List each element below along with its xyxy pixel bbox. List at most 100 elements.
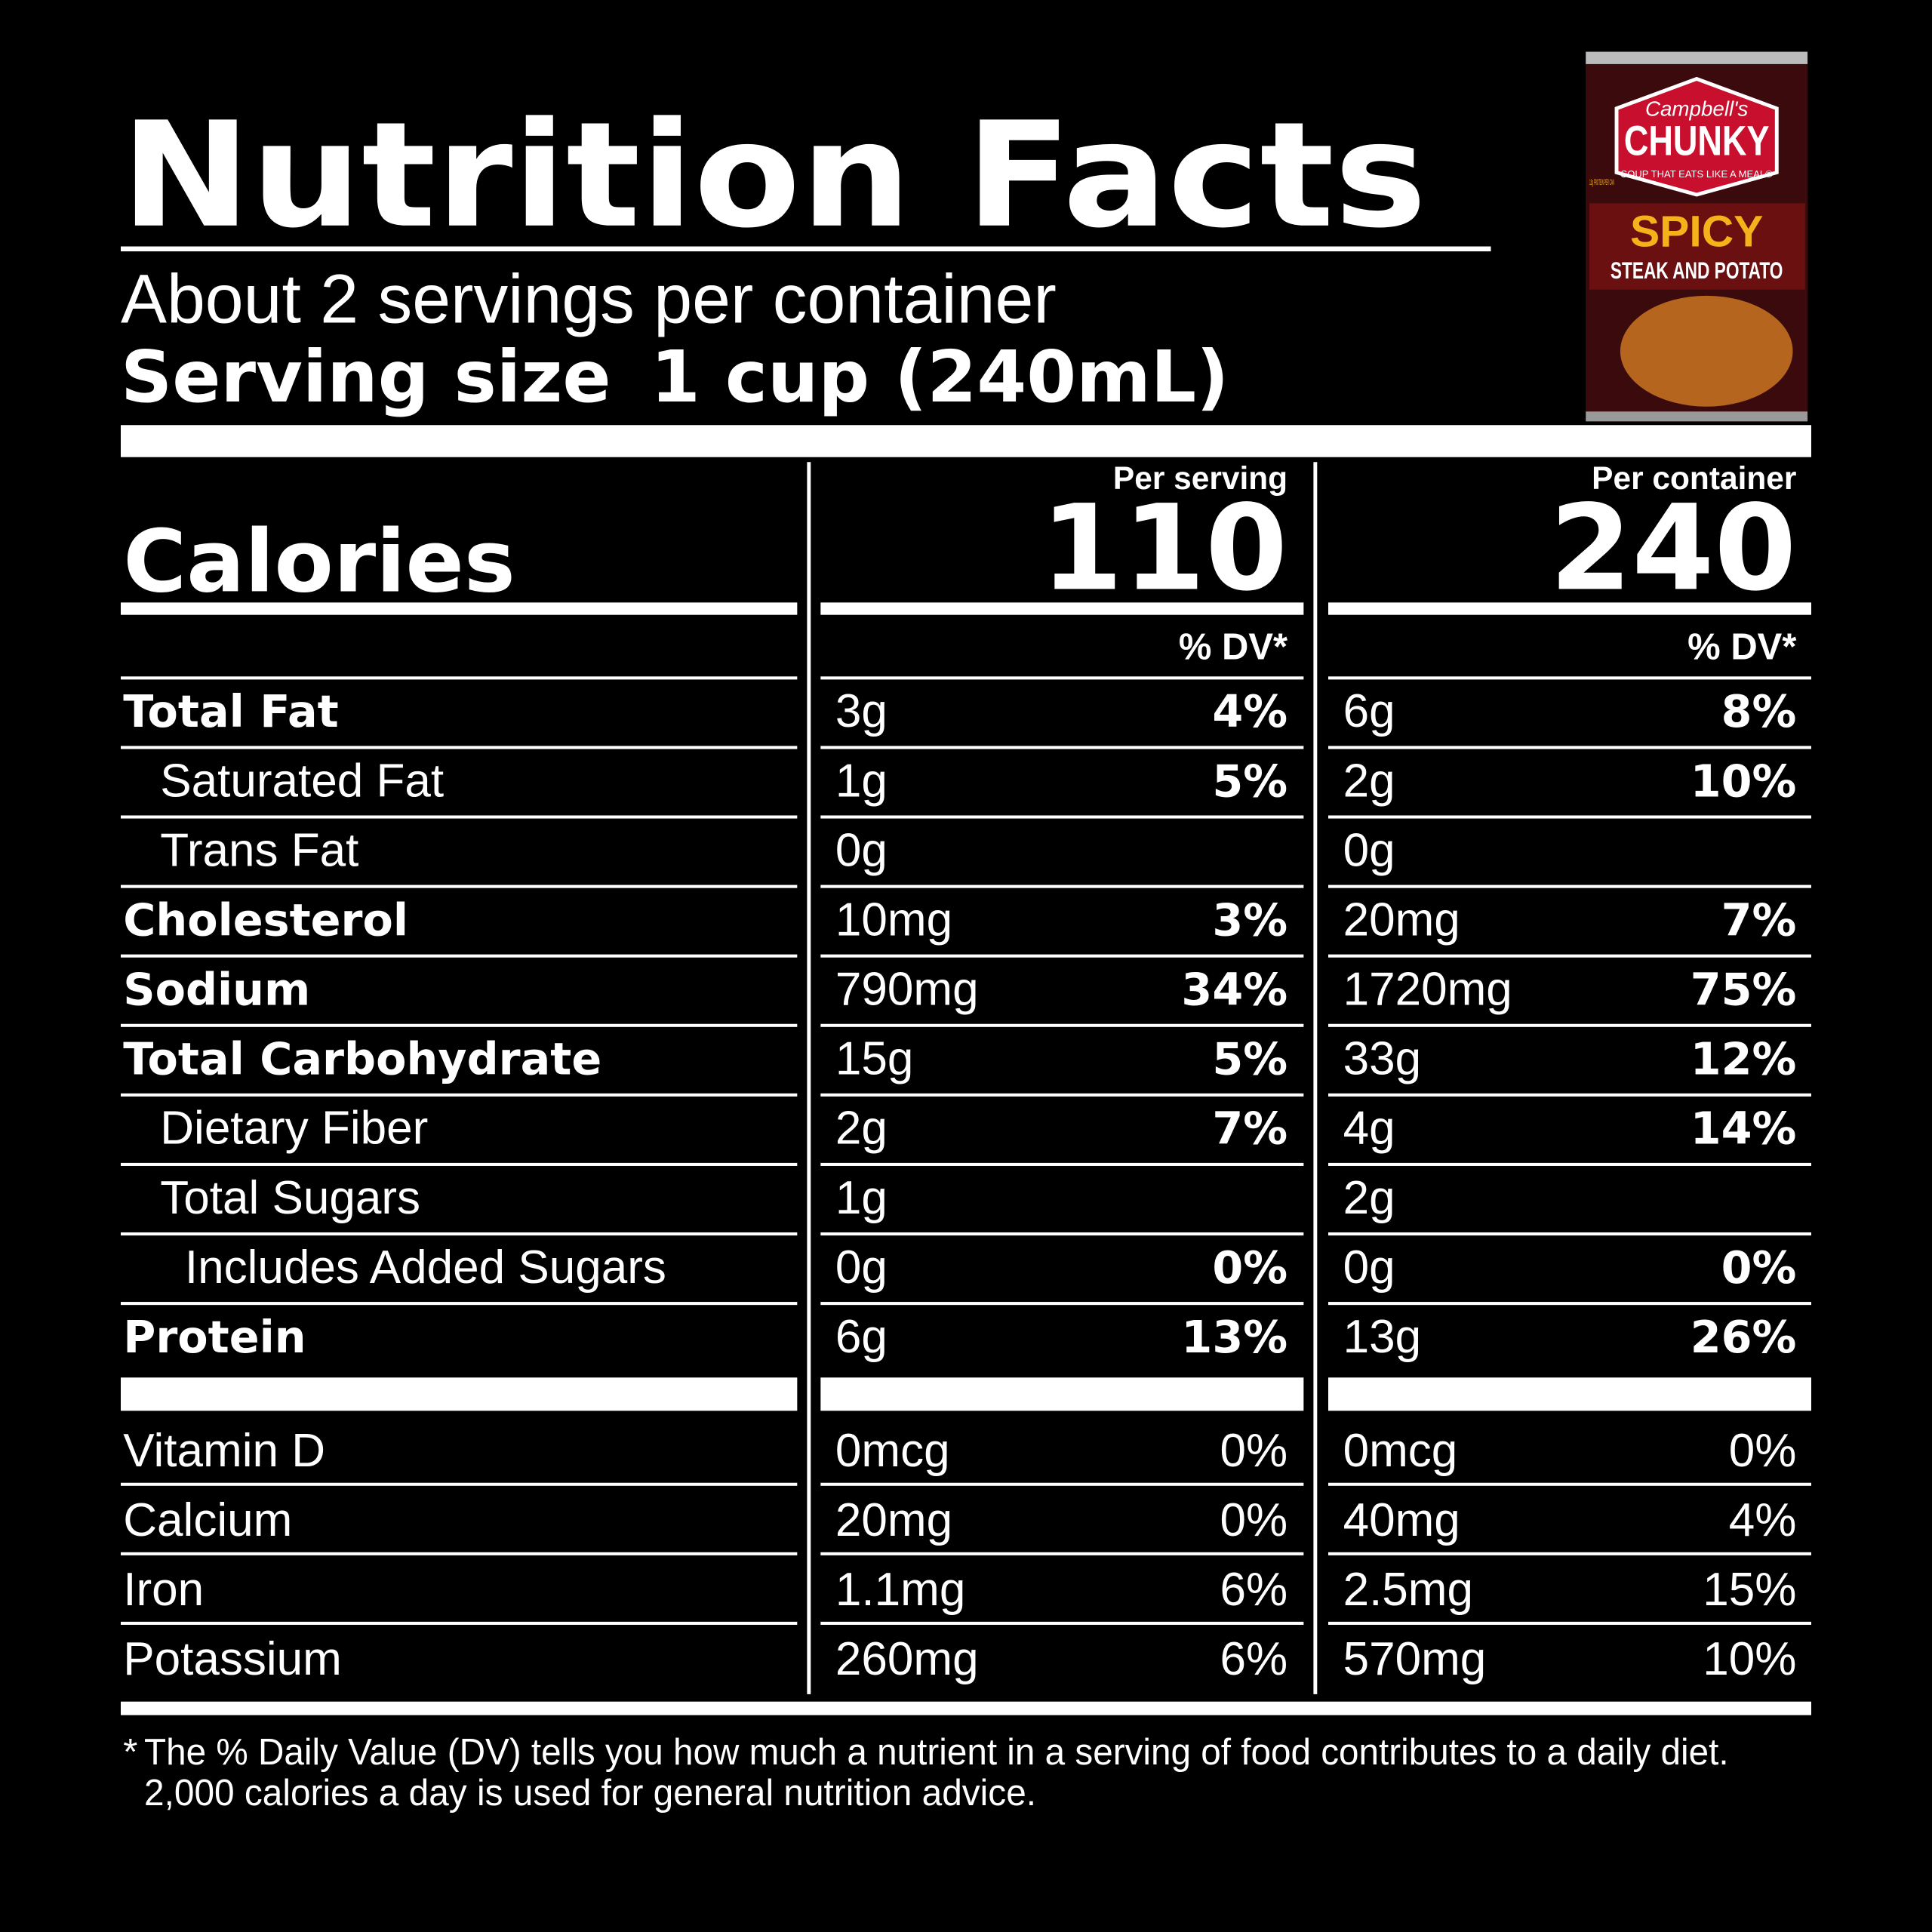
row-rule — [820, 746, 1304, 749]
row-rule — [121, 1162, 798, 1166]
title: Nutrition Facts — [121, 91, 1427, 260]
amount: 40mg — [1343, 1494, 1460, 1546]
row-rule — [121, 676, 798, 680]
row-rule — [1328, 746, 1811, 749]
product-can: Campbell's CHUNKY SOUP THAT EATS LIKE A … — [1586, 51, 1808, 422]
row-rule — [820, 1621, 1304, 1625]
amount: 0g — [1343, 1241, 1395, 1294]
amount: 0mcg — [1343, 1425, 1458, 1477]
amount: 6g — [1343, 685, 1395, 737]
daily-value: 0% — [1220, 1494, 1287, 1546]
daily-value: 0% — [1721, 1241, 1797, 1294]
amount: 2g — [1343, 755, 1395, 807]
nutrient-name: Dietary Fiber — [160, 1103, 428, 1155]
amount: 1.1mg — [835, 1564, 965, 1616]
row-rule — [121, 1302, 798, 1306]
amount: 33g — [1343, 1033, 1422, 1085]
daily-value: 15% — [1703, 1564, 1796, 1616]
amount: 13g — [1343, 1311, 1422, 1363]
daily-value: 8% — [1721, 685, 1797, 737]
row-rule — [1328, 1621, 1811, 1625]
nutrient-name: Includes Added Sugars — [185, 1241, 666, 1294]
daily-value: 12% — [1690, 1033, 1797, 1085]
row-rule — [1328, 1232, 1811, 1236]
medium-rule — [820, 602, 1304, 615]
amount: 790mg — [835, 964, 979, 1016]
row-rule — [121, 746, 798, 749]
row-rule — [820, 884, 1304, 888]
amount: 6g — [835, 1311, 888, 1363]
daily-value: 14% — [1690, 1103, 1797, 1155]
row-rule — [820, 1302, 1304, 1306]
row-rule — [1328, 884, 1811, 888]
amount: 4g — [1343, 1103, 1395, 1155]
row-rule — [1328, 1023, 1811, 1027]
amount: 1720mg — [1343, 964, 1512, 1016]
food — [1620, 295, 1793, 407]
daily-value: 4% — [1212, 685, 1287, 737]
amount: 2g — [835, 1103, 888, 1155]
calories-label: Calories — [123, 512, 515, 612]
tagline: SOUP THAT EATS LIKE A MEAL® — [1621, 168, 1774, 180]
nutrient-name: Saturated Fat — [160, 755, 444, 807]
nutrient-name: Iron — [123, 1564, 204, 1616]
per-container-header: Per container — [1592, 460, 1796, 496]
row-rule — [1328, 676, 1811, 680]
per-serving-header: Per serving — [1113, 460, 1287, 496]
amount: 20mg — [835, 1494, 952, 1546]
daily-value: 3% — [1212, 894, 1287, 946]
nutrient-name: Potassium — [123, 1633, 342, 1685]
row-rule — [121, 1023, 798, 1027]
rule — [121, 246, 1491, 252]
row-rule — [1328, 1302, 1811, 1306]
daily-value: 0% — [1220, 1425, 1287, 1477]
daily-value: 10% — [1690, 755, 1797, 807]
nutrient-name: Trans Fat — [160, 824, 358, 876]
row-rule — [1328, 1482, 1811, 1486]
amount: 1g — [835, 755, 888, 807]
row-rule — [820, 1162, 1304, 1166]
row-rule — [121, 1232, 798, 1236]
amount: 20mg — [1343, 894, 1460, 946]
daily-value: 5% — [1212, 755, 1287, 807]
row-rule — [121, 884, 798, 888]
amount: 1g — [835, 1172, 888, 1224]
nutrient-name: Cholesterol — [123, 894, 408, 946]
medium-rule — [121, 602, 798, 615]
row-rule — [820, 676, 1304, 680]
medium-rule — [1328, 602, 1811, 615]
calories-per-container: 240 — [1549, 479, 1796, 617]
footnote: 2,000 calories a day is used for general… — [144, 1773, 1036, 1814]
amount: 260mg — [835, 1633, 979, 1685]
column-divider — [807, 462, 811, 1694]
serving-size: 1 cup (240mL) — [651, 336, 1229, 419]
nutrient-name: Total Sugars — [160, 1172, 420, 1224]
daily-value: 5% — [1212, 1033, 1287, 1085]
dv-header: % DV* — [1179, 626, 1288, 667]
thick-rule — [121, 1377, 798, 1411]
flavor: STEAK AND POTATO — [1611, 257, 1783, 284]
nutrient-name: Protein — [123, 1311, 306, 1363]
amount: 15g — [835, 1033, 914, 1085]
row-rule — [1328, 954, 1811, 958]
daily-value: 7% — [1721, 894, 1797, 946]
serving-size-label: Serving size — [121, 336, 611, 419]
row-rule — [121, 1552, 798, 1555]
daily-value: 75% — [1690, 964, 1797, 1016]
nutrient-name: Vitamin D — [123, 1425, 325, 1477]
row-rule — [820, 954, 1304, 958]
brand: Campbell's — [1645, 97, 1749, 120]
row-rule — [820, 1482, 1304, 1486]
row-rule — [820, 1552, 1304, 1555]
amount: 570mg — [1343, 1633, 1487, 1685]
amount: 0mcg — [835, 1425, 950, 1477]
amount: 0g — [835, 1241, 888, 1294]
logo-badge — [1614, 76, 1779, 197]
bottom-rule — [121, 1701, 1811, 1715]
row-rule — [820, 1023, 1304, 1027]
amount: 0g — [1343, 824, 1395, 876]
amount: 0g — [835, 824, 888, 876]
row-rule — [121, 1482, 798, 1486]
daily-value: 6% — [1220, 1564, 1287, 1616]
